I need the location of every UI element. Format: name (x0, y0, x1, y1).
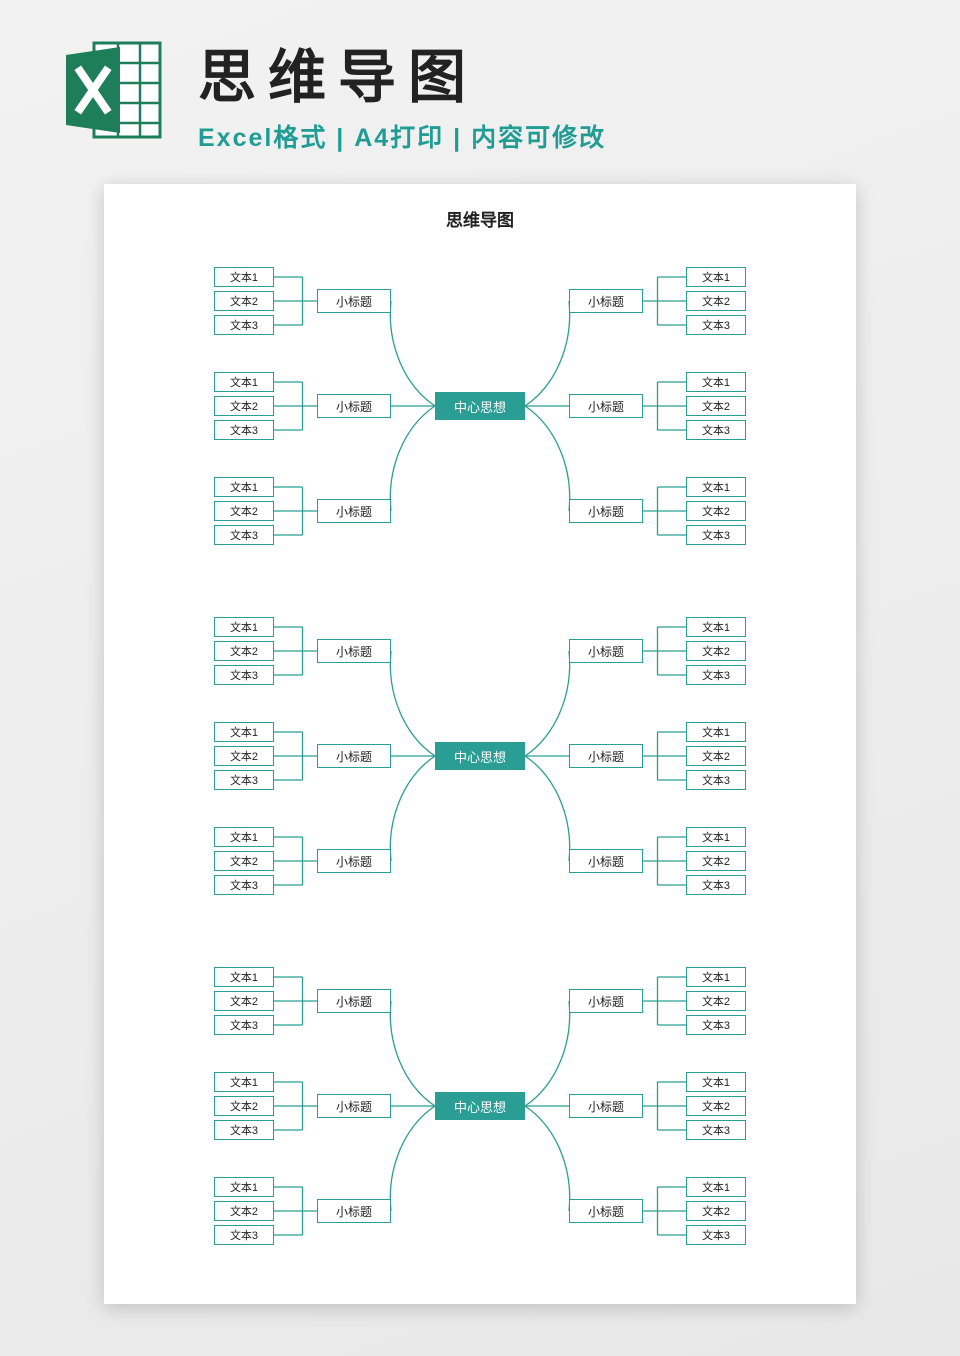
mindmap-leaf-node: 文本3 (686, 1015, 746, 1035)
mindmap-leaf-node: 文本3 (686, 420, 746, 440)
mindmap-leaf-node: 文本3 (686, 525, 746, 545)
mindmap-leaf-node: 文本3 (686, 315, 746, 335)
mindmap-subtitle-node: 小标题 (569, 849, 643, 873)
mindmap-subtitle-node: 小标题 (569, 989, 643, 1013)
mindmap-leaf-node: 文本3 (686, 1120, 746, 1140)
mindmap-leaf-node: 文本3 (214, 525, 274, 545)
mindmap-leaf-node: 文本2 (214, 501, 274, 521)
mindmap-leaf-node: 文本2 (686, 1096, 746, 1116)
mindmap-leaf-node: 文本3 (686, 1225, 746, 1245)
mindmap-leaf-node: 文本3 (686, 770, 746, 790)
template-header: 思维导图 Excel格式 | A4打印 | 内容可修改 (0, 0, 960, 164)
mindmap-subtitle-node: 小标题 (317, 499, 391, 523)
mindmap-subtitle-node: 小标题 (569, 744, 643, 768)
mindmap-leaf-node: 文本1 (214, 477, 274, 497)
mindmap-leaf-node: 文本1 (686, 827, 746, 847)
mindmap-leaf-node: 文本3 (686, 665, 746, 685)
mindmap-leaf-node: 文本2 (686, 641, 746, 661)
mindmap-leaf-node: 文本2 (214, 291, 274, 311)
mindmap-leaf-node: 文本2 (214, 1096, 274, 1116)
mindmaps-host: 中心思想小标题文本1文本2文本3小标题文本1文本2文本3小标题文本1文本2文本3… (104, 231, 856, 1281)
mindmap-subtitle-node: 小标题 (569, 394, 643, 418)
mindmap-leaf-node: 文本1 (686, 372, 746, 392)
mindmap-leaf-node: 文本3 (214, 1225, 274, 1245)
mindmap-leaf-node: 文本2 (686, 1201, 746, 1221)
mindmap-leaf-node: 文本2 (686, 746, 746, 766)
mindmap-leaf-node: 文本2 (686, 851, 746, 871)
mindmap-subtitle-node: 小标题 (317, 394, 391, 418)
mindmap-subtitle-node: 小标题 (317, 989, 391, 1013)
mindmap-leaf-node: 文本1 (686, 617, 746, 637)
mindmap-leaf-node: 文本2 (686, 396, 746, 416)
mindmap-leaf-node: 文本3 (214, 1015, 274, 1035)
mindmap-subtitle-node: 小标题 (569, 1094, 643, 1118)
mindmap-leaf-node: 文本3 (214, 665, 274, 685)
mindmap-leaf-node: 文本2 (214, 641, 274, 661)
header-text: 思维导图 Excel格式 | A4打印 | 内容可修改 (198, 30, 920, 154)
template-sheet: 思维导图 中心思想小标题文本1文本2文本3小标题文本1文本2文本3小标题文本1文… (104, 184, 856, 1304)
mindmap-instance: 中心思想小标题文本1文本2文本3小标题文本1文本2文本3小标题文本1文本2文本3… (104, 231, 856, 581)
mindmap-leaf-node: 文本1 (214, 1072, 274, 1092)
mindmap-subtitle-node: 小标题 (317, 1094, 391, 1118)
mindmap-leaf-node: 文本1 (214, 827, 274, 847)
mindmap-center-node: 中心思想 (435, 742, 525, 770)
mindmap-leaf-node: 文本1 (686, 722, 746, 742)
mindmap-leaf-node: 文本1 (686, 477, 746, 497)
mindmap-leaf-node: 文本3 (214, 315, 274, 335)
mindmap-leaf-node: 文本2 (214, 1201, 274, 1221)
mindmap-subtitle-node: 小标题 (317, 289, 391, 313)
mindmap-center-node: 中心思想 (435, 1092, 525, 1120)
mindmap-leaf-node: 文本1 (214, 967, 274, 987)
mindmap-leaf-node: 文本2 (214, 396, 274, 416)
mindmap-leaf-node: 文本3 (686, 875, 746, 895)
excel-icon (60, 35, 170, 150)
subtitle: Excel格式 | A4打印 | 内容可修改 (198, 118, 920, 154)
mindmap-subtitle-node: 小标题 (569, 639, 643, 663)
mindmap-leaf-node: 文本2 (686, 291, 746, 311)
mindmap-leaf-node: 文本1 (214, 267, 274, 287)
mindmap-leaf-node: 文本1 (214, 617, 274, 637)
mindmap-instance: 中心思想小标题文本1文本2文本3小标题文本1文本2文本3小标题文本1文本2文本3… (104, 931, 856, 1281)
mindmap-subtitle-node: 小标题 (569, 1199, 643, 1223)
mindmap-leaf-node: 文本3 (214, 770, 274, 790)
mindmap-leaf-node: 文本2 (686, 501, 746, 521)
mindmap-leaf-node: 文本1 (686, 1072, 746, 1092)
mindmap-center-node: 中心思想 (435, 392, 525, 420)
mindmap-leaf-node: 文本2 (214, 991, 274, 1011)
mindmap-leaf-node: 文本3 (214, 1120, 274, 1140)
mindmap-subtitle-node: 小标题 (317, 1199, 391, 1223)
mindmap-leaf-node: 文本1 (686, 1177, 746, 1197)
mindmap-leaf-node: 文本1 (214, 1177, 274, 1197)
mindmap-leaf-node: 文本2 (214, 851, 274, 871)
mindmap-leaf-node: 文本3 (214, 420, 274, 440)
mindmap-leaf-node: 文本1 (686, 267, 746, 287)
sheet-title: 思维导图 (104, 206, 856, 231)
mindmap-subtitle-node: 小标题 (317, 744, 391, 768)
mindmap-instance: 中心思想小标题文本1文本2文本3小标题文本1文本2文本3小标题文本1文本2文本3… (104, 581, 856, 931)
mindmap-leaf-node: 文本1 (686, 967, 746, 987)
mindmap-subtitle-node: 小标题 (317, 849, 391, 873)
mindmap-subtitle-node: 小标题 (317, 639, 391, 663)
main-title: 思维导图 (198, 30, 920, 114)
mindmap-subtitle-node: 小标题 (569, 499, 643, 523)
mindmap-leaf-node: 文本1 (214, 372, 274, 392)
mindmap-leaf-node: 文本2 (214, 746, 274, 766)
mindmap-leaf-node: 文本3 (214, 875, 274, 895)
mindmap-subtitle-node: 小标题 (569, 289, 643, 313)
mindmap-leaf-node: 文本1 (214, 722, 274, 742)
mindmap-leaf-node: 文本2 (686, 991, 746, 1011)
